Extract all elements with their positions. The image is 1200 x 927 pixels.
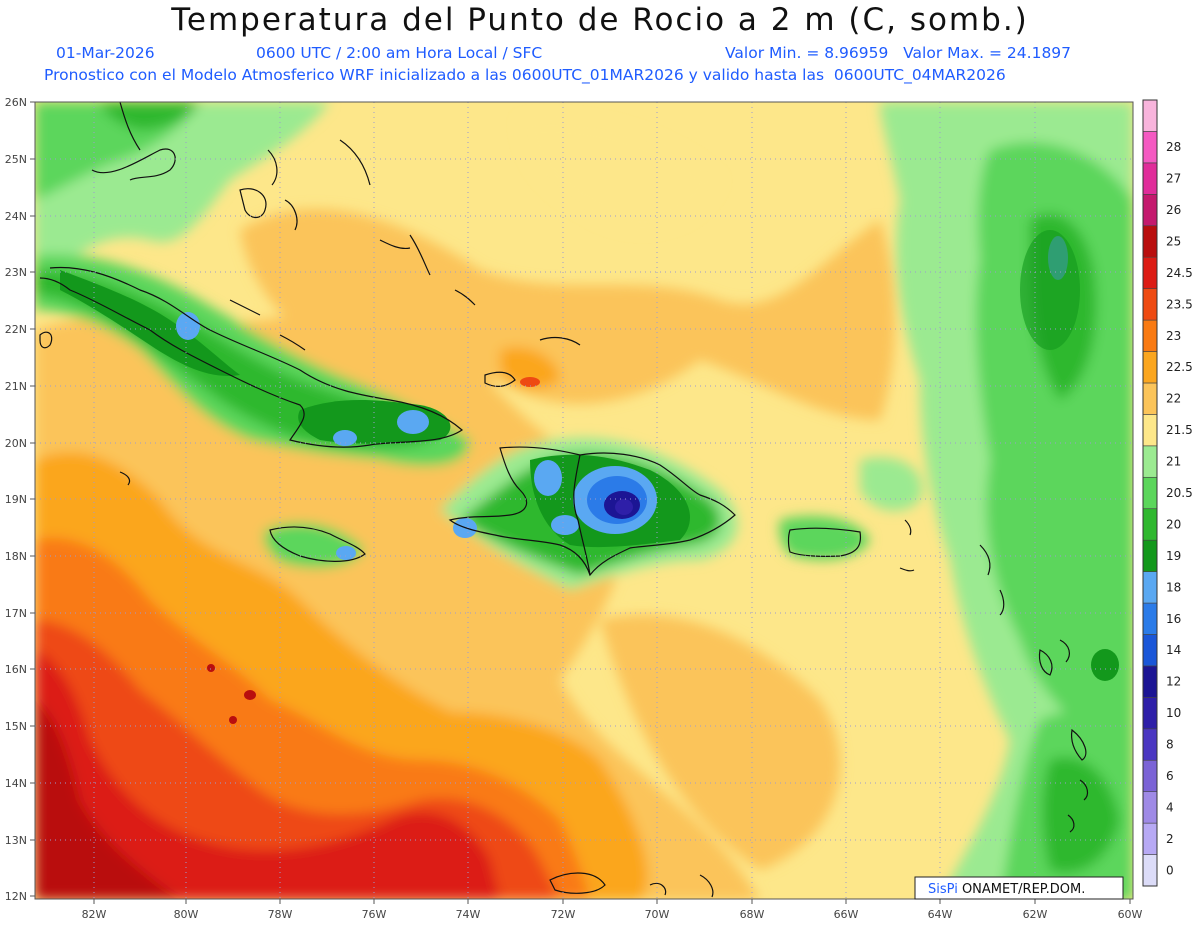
colorbar-swatch bbox=[1142, 476, 1158, 510]
colorbar-label: 22 bbox=[1166, 392, 1181, 406]
map-title: Temperatura del Punto de Rocio a 2 m (C,… bbox=[171, 2, 1029, 38]
colorbar-swatch bbox=[1142, 288, 1158, 321]
colorbar-label: 8 bbox=[1166, 738, 1174, 752]
colorbar-label: 21.5 bbox=[1166, 423, 1193, 437]
colorbar-swatch bbox=[1142, 445, 1158, 478]
lon-label: 66W bbox=[834, 908, 859, 921]
lat-lon-grid bbox=[35, 102, 1133, 899]
lat-label: 25N bbox=[5, 153, 27, 166]
lat-label: 21N bbox=[5, 380, 27, 393]
credit-text: ONAMET/REP.DOM. bbox=[958, 882, 1086, 897]
colorbar-swatch bbox=[1142, 602, 1158, 635]
colorbar-label: 21 bbox=[1166, 455, 1181, 469]
colorbar-swatch bbox=[1142, 194, 1158, 227]
colorbar-label: 24.5 bbox=[1166, 266, 1193, 280]
lat-label: 14N bbox=[5, 777, 27, 790]
svg-text:SisPi ONAMET/REP.DOM.: SisPi ONAMET/REP.DOM. bbox=[928, 882, 1085, 897]
lat-label: 26N bbox=[5, 96, 27, 109]
lat-label: 13N bbox=[5, 834, 27, 847]
lat-label: 12N bbox=[5, 890, 27, 903]
lat-label: 22N bbox=[5, 323, 27, 336]
colorbar-swatch bbox=[1142, 791, 1158, 824]
lon-label: 82W bbox=[82, 908, 107, 921]
min-max-values: Valor Min. = 8.96959 Valor Max. = 24.189… bbox=[725, 44, 1072, 62]
colorbar-label: 10 bbox=[1166, 706, 1181, 720]
lon-label: 60W bbox=[1118, 908, 1143, 921]
lon-label: 76W bbox=[362, 908, 387, 921]
colorbar-swatch bbox=[1142, 508, 1158, 541]
lon-label: 62W bbox=[1023, 908, 1048, 921]
colorbar-swatch bbox=[1142, 225, 1158, 258]
colorbar-swatch bbox=[1142, 728, 1158, 761]
lat-label: 18N bbox=[5, 550, 27, 563]
lon-label: 78W bbox=[268, 908, 293, 921]
colorbar-swatch bbox=[1142, 697, 1158, 730]
colorbar-label: 23 bbox=[1166, 329, 1181, 343]
colorbar-label: 25 bbox=[1166, 234, 1181, 248]
colorbar-label: 28 bbox=[1166, 140, 1181, 154]
credit-brand: SisPi bbox=[928, 882, 958, 897]
forecast-description: Pronostico con el Modelo Atmosferico WRF… bbox=[44, 66, 1006, 84]
colorbar-label: 18 bbox=[1166, 580, 1181, 594]
colorbar-label: 16 bbox=[1166, 612, 1181, 626]
lat-label: 20N bbox=[5, 437, 27, 450]
colorbar-label: 22.5 bbox=[1166, 360, 1193, 374]
colorbar-swatch bbox=[1142, 99, 1158, 132]
colorbar-swatch bbox=[1142, 414, 1158, 447]
colorbar-label: 23.5 bbox=[1166, 297, 1193, 311]
colorbar-label: 4 bbox=[1166, 800, 1174, 814]
colorbar-swatch bbox=[1142, 382, 1158, 415]
latitude-labels: 26N 25N 24N 23N 22N 21N 20N 19N 18N 17N … bbox=[5, 96, 27, 903]
colorbar-label: 20 bbox=[1166, 517, 1181, 531]
map-frame bbox=[34, 101, 1134, 900]
lon-label: 80W bbox=[174, 908, 199, 921]
colorbar-label: 14 bbox=[1166, 643, 1181, 657]
colorbar-swatch bbox=[1142, 131, 1158, 164]
colorbar-swatch bbox=[1142, 759, 1158, 792]
colorbar-swatch bbox=[1142, 571, 1158, 604]
lat-label: 23N bbox=[5, 266, 27, 279]
colorbar-swatch bbox=[1142, 162, 1158, 195]
colorbar-label: 20.5 bbox=[1166, 486, 1193, 500]
lat-label: 17N bbox=[5, 607, 27, 620]
lon-label: 64W bbox=[928, 908, 953, 921]
colorbar-label: 12 bbox=[1166, 675, 1181, 689]
lat-label: 19N bbox=[5, 493, 27, 506]
lat-label: 16N bbox=[5, 663, 27, 676]
colorbar-swatch bbox=[1142, 539, 1158, 572]
lat-label: 15N bbox=[5, 720, 27, 733]
lon-label: 72W bbox=[551, 908, 576, 921]
colorbar-swatch bbox=[1142, 319, 1158, 352]
longitude-labels: 82W 80W 78W 76W 74W 72W 70W 68W 66W 64W … bbox=[82, 908, 1143, 921]
colorbar-frame bbox=[1142, 99, 1158, 887]
colorbar: 0 2 4 6 8 10 12 14 16 18 19 20 20.5 21 21.5 22 22.5 23 23.… bbox=[1142, 99, 1193, 887]
dewpoint-field bbox=[35, 102, 1133, 899]
lat-label: 24N bbox=[5, 210, 27, 223]
colorbar-swatch bbox=[1142, 854, 1158, 887]
colorbar-swatch bbox=[1142, 351, 1158, 384]
colorbar-label: 0 bbox=[1166, 863, 1174, 877]
colorbar-swatch bbox=[1142, 256, 1158, 289]
colorbar-label: 2 bbox=[1166, 832, 1174, 846]
colorbar-label: 26 bbox=[1166, 203, 1181, 217]
colorbar-swatch bbox=[1142, 822, 1158, 855]
credit-box: SisPi ONAMET/REP.DOM. bbox=[914, 876, 1124, 900]
forecast-time: 0600 UTC / 2:00 am Hora Local / SFC bbox=[256, 44, 543, 62]
colorbar-label: 27 bbox=[1166, 172, 1181, 186]
forecast-date: 01-Mar-2026 bbox=[56, 44, 155, 62]
colorbar-label: 6 bbox=[1166, 769, 1174, 783]
colorbar-swatch bbox=[1142, 634, 1158, 667]
colorbar-label: 19 bbox=[1166, 549, 1181, 563]
coastlines bbox=[39, 102, 1089, 898]
lon-label: 68W bbox=[740, 908, 765, 921]
lon-label: 74W bbox=[456, 908, 481, 921]
colorbar-swatch bbox=[1142, 665, 1158, 698]
lon-label: 70W bbox=[645, 908, 670, 921]
